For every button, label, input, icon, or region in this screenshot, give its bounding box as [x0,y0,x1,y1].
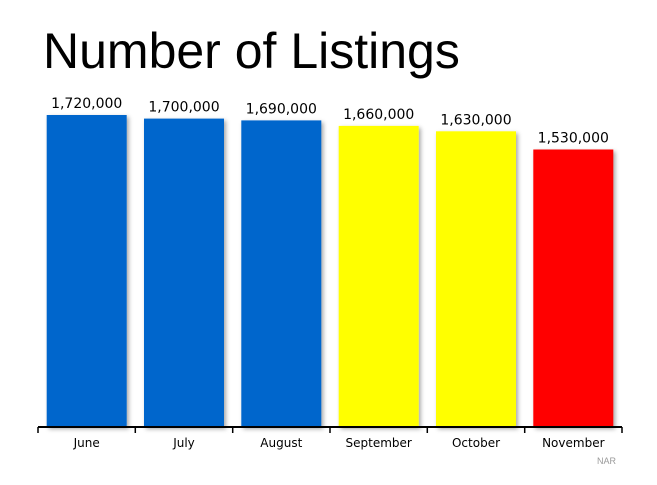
data-label-group: 1,720,000 1,700,000 1,690,000 1,660,000 1,63… [51,96,609,147]
bar-november [533,149,614,427]
category-label-november: November [542,436,604,450]
data-label-june: 1,720,000 [51,96,122,112]
data-label-november: 1,530,000 [538,131,609,147]
bar-september [338,125,419,428]
data-label-july: 1,700,000 [148,100,219,116]
bar-october [436,131,516,428]
data-label-august: 1,690,000 [246,101,317,117]
category-label-july: July [172,436,195,450]
category-label-august: August [260,436,302,450]
bar-june [46,115,127,427]
category-label-september: September [346,436,412,450]
chart-title: Number of Listings [43,23,460,79]
category-label-group: June July August September October November [73,436,605,450]
category-label-june: June [73,436,100,450]
bar-august [241,120,322,428]
data-label-october: 1,630,000 [440,112,511,128]
x-axis-ticks [37,427,623,433]
bar-july [144,118,224,427]
data-label-september: 1,660,000 [343,107,414,123]
bar-group [46,115,614,428]
source-note: NAR [597,456,617,466]
category-label-october: October [452,436,500,450]
